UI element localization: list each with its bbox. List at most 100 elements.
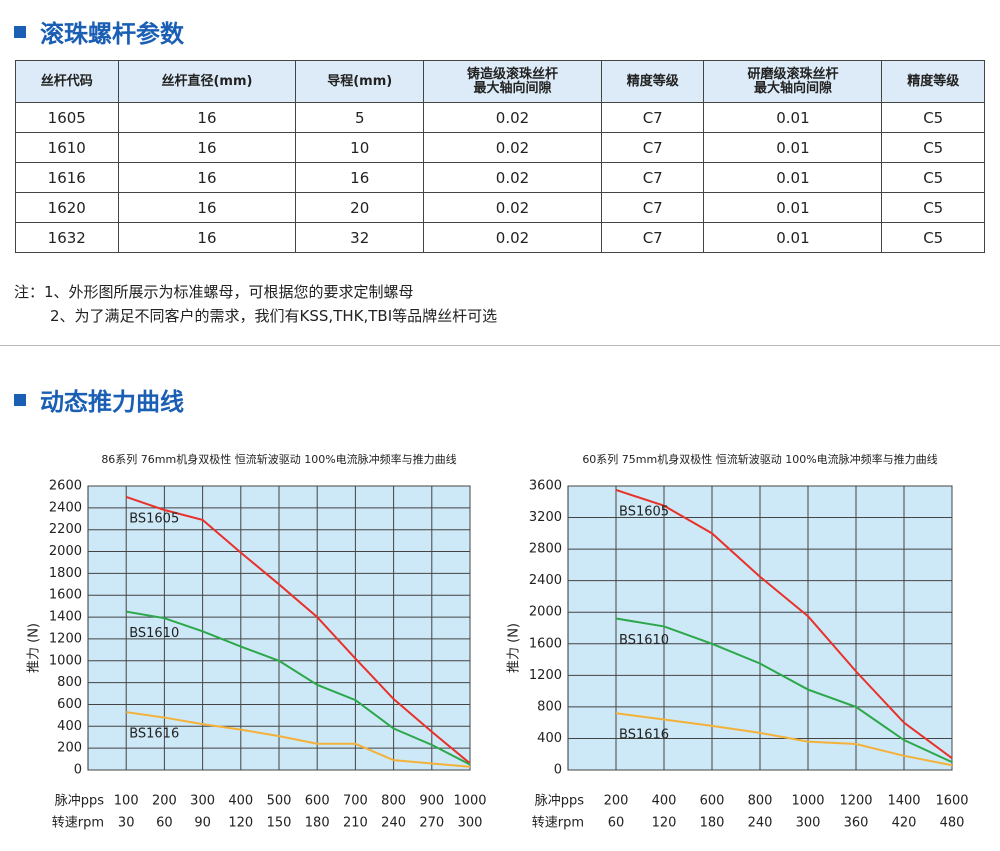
table-cell: 0.02: [423, 132, 602, 163]
note: 2、为了满足不同客户的需求，我们有KSS,THK,TBI等品牌丝杆可选: [14, 304, 497, 328]
notes: 注：1、外形图所展示为标准螺母，可根据您的要求定制螺母 2、为了满足不同客户的需…: [14, 280, 497, 328]
series-line: [615, 488, 953, 759]
section-title: 动态推力曲线: [14, 382, 184, 417]
note: 注：1、外形图所展示为标准螺母，可根据您的要求定制螺母: [14, 280, 497, 304]
x2-tick-label: 360: [844, 816, 869, 831]
x-tick-label: 600: [305, 794, 330, 809]
header-line: 精度等级: [907, 73, 960, 89]
param-table: 丝杆代码 丝杆直径(mm) 导程(mm) 铸造级滚珠丝杆 最大轴向间隙 精度等级 研磨级滚珠…: [15, 60, 985, 253]
x2-tick-label: 180: [305, 816, 330, 831]
table-cell: 16: [117, 132, 297, 163]
section-title-text: 滚珠螺杆参数: [40, 20, 184, 48]
y-tick-label: 800: [57, 675, 82, 690]
x-tick-label: 900: [419, 794, 444, 809]
x2-tick-label: 120: [652, 816, 677, 831]
table-cell: 16: [295, 162, 425, 193]
header-line: 导程(mm): [327, 73, 393, 89]
table-cell: C7: [600, 192, 705, 223]
x-axis-label: 脉冲pps: [535, 794, 585, 809]
header-line: 最大轴向间隙: [473, 80, 552, 96]
x2-axis-label: 转速rpm: [52, 816, 104, 831]
series-label: BS1616: [129, 727, 179, 742]
y-tick-label: 200: [57, 741, 82, 756]
x-tick-label: 500: [267, 794, 292, 809]
header-cell: 丝杆直径(mm): [117, 60, 297, 103]
y-tick-label: 2400: [49, 500, 82, 515]
y-tick-label: 3600: [529, 479, 562, 494]
y-tick-label: 0: [554, 763, 562, 778]
y-tick-label: 1600: [529, 636, 562, 651]
note-prefix: 注：: [14, 283, 45, 301]
y-tick-label: 1200: [49, 631, 82, 646]
x-tick-label: 1600: [935, 794, 968, 809]
x2-tick-label: 180: [700, 816, 725, 831]
series-label: BS1610: [619, 633, 669, 648]
x-tick-label: 1000: [791, 794, 824, 809]
section-title: 滚珠螺杆参数: [14, 14, 184, 49]
y-tick-label: 800: [537, 699, 562, 714]
header-cell: 铸造级滚珠丝杆 最大轴向间隙: [423, 60, 602, 103]
series-line: [615, 617, 953, 764]
table-cell: C5: [881, 102, 985, 133]
x2-tick-label: 300: [458, 816, 483, 831]
table-cell: C5: [881, 132, 985, 163]
table-cell: C5: [881, 192, 985, 223]
table-row: 1620 16 20 0.02 C7 0.01 C5: [15, 192, 985, 223]
table-cell: C7: [600, 162, 705, 193]
table-cell: C7: [600, 102, 705, 133]
x2-tick-label: 240: [748, 816, 773, 831]
y-tick-label: 1600: [49, 588, 82, 603]
chart-title: 86系列 76mm机身双极性 恒流斩波驱动 100%电流脉冲频率与推力曲线: [101, 452, 456, 466]
y-tick-label: 1400: [49, 610, 82, 625]
x-tick-label: 800: [748, 794, 773, 809]
x2-tick-label: 240: [381, 816, 406, 831]
charts: 86系列 76mm机身双极性 恒流斩波驱动 100%电流脉冲频率与推力曲线 0 20…: [27, 452, 969, 831]
x-tick-label: 300: [190, 794, 215, 809]
y-tick-label: 2000: [49, 544, 82, 559]
header-cell: 丝杆代码: [15, 60, 119, 103]
y-tick-label: 2000: [529, 605, 562, 620]
y-axis-label: 推力 (N): [507, 623, 522, 673]
table-cell: 16: [117, 222, 297, 253]
table-cell: 5: [295, 102, 425, 133]
table-row: 1605 16 5 0.02 C7 0.01 C5: [15, 102, 985, 133]
x-tick-label: 400: [228, 794, 253, 809]
y-tick-label: 400: [57, 719, 82, 734]
table-cell: 0.02: [423, 192, 602, 223]
x2-tick-label: 150: [267, 816, 292, 831]
x-tick-label: 200: [152, 794, 177, 809]
x-axis-label: 脉冲pps: [55, 794, 105, 809]
y-tick-label: 2200: [49, 522, 82, 537]
header-line: 精度等级: [626, 73, 679, 89]
note-text: 2、为了满足不同客户的需求，我们有KSS,THK,TBI等品牌丝杆可选: [50, 307, 498, 325]
table-cell: 0.01: [703, 132, 883, 163]
table-cell: 16: [117, 102, 297, 133]
x-tick-label: 1000: [453, 794, 486, 809]
table-cell: C7: [600, 132, 705, 163]
series-label: BS1605: [619, 504, 669, 519]
x2-tick-label: 420: [892, 816, 917, 831]
table-cell: 0.02: [423, 162, 602, 193]
x2-tick-label: 210: [343, 816, 368, 831]
series-label: BS1616: [619, 728, 669, 743]
y-axis-label: 推力 (N): [27, 623, 42, 673]
y-tick-label: 2600: [49, 479, 82, 494]
x-tick-label: 600: [700, 794, 725, 809]
x-tick-label: 1400: [887, 794, 920, 809]
x2-tick-label: 60: [156, 816, 173, 831]
table-cell: C5: [881, 222, 985, 253]
header-cell: 精度等级: [881, 60, 985, 103]
series-line: [125, 495, 471, 765]
x2-tick-label: 30: [118, 816, 135, 831]
table-cell: 16: [117, 162, 297, 193]
table-cell: 1610: [15, 132, 119, 163]
table-cell: 10: [295, 132, 425, 163]
table-cell: C7: [600, 222, 705, 253]
header-cell: 导程(mm): [295, 60, 425, 103]
x2-tick-label: 60: [608, 816, 625, 831]
note-text: 1、外形图所展示为标准螺母，可根据您的要求定制螺母: [44, 283, 414, 301]
divider: [0, 345, 1000, 346]
y-tick-label: 600: [57, 697, 82, 712]
y-tick-label: 0: [74, 763, 82, 778]
